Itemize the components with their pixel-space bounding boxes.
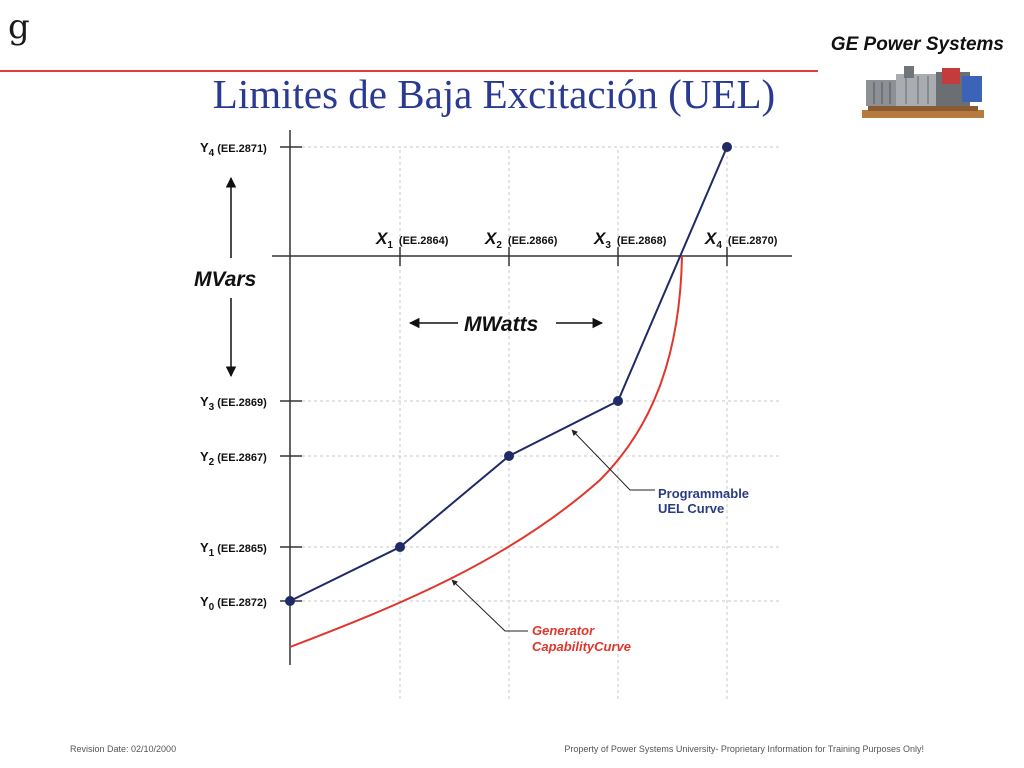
y0-label: Y0 (EE.2872) xyxy=(200,594,267,613)
uel-label-line1: Programmable xyxy=(658,486,749,501)
x4-label: X4 (EE.2870) xyxy=(704,229,778,251)
generator-capability-curve xyxy=(289,255,683,648)
header-divider xyxy=(0,70,818,72)
uel-point-4 xyxy=(722,142,732,152)
y2-label: Y2 (EE.2867) xyxy=(200,449,267,468)
generator-label-line1: Generator xyxy=(532,623,595,638)
x2-label: X2 (EE.2866) xyxy=(484,229,558,251)
page-title: Limites de Baja Excitación (UEL) xyxy=(212,71,776,117)
uel-point-0 xyxy=(285,596,295,606)
uel-point-1 xyxy=(395,542,405,552)
ge-logo: g xyxy=(8,7,30,47)
uel-label-line2: UEL Curve xyxy=(658,501,724,516)
uel-leader xyxy=(571,429,655,491)
y3-label: Y3 (EE.2869) xyxy=(200,394,267,413)
x3-label: X3 (EE.2868) xyxy=(593,229,667,251)
y1-label: Y1 (EE.2865) xyxy=(200,540,267,559)
grid xyxy=(302,146,782,700)
generator-label-line2: CapabilityCurve xyxy=(532,639,631,654)
mvars-label: MVars xyxy=(194,268,256,291)
revision-date: Revision Date: 02/10/2000 xyxy=(70,744,177,754)
x1-label: X1 (EE.2864) xyxy=(375,229,449,251)
y4-label: Y4 (EE.2871) xyxy=(200,140,267,159)
mwatts-label: MWatts xyxy=(464,313,538,336)
uel-point-2 xyxy=(504,451,514,461)
gas-turbine-illustration-icon xyxy=(862,66,984,118)
uel-point-3 xyxy=(613,396,623,406)
property-notice: Property of Power Systems University- Pr… xyxy=(564,744,924,754)
brand-name: GE Power Systems xyxy=(830,34,1004,55)
generator-leader xyxy=(451,579,528,632)
